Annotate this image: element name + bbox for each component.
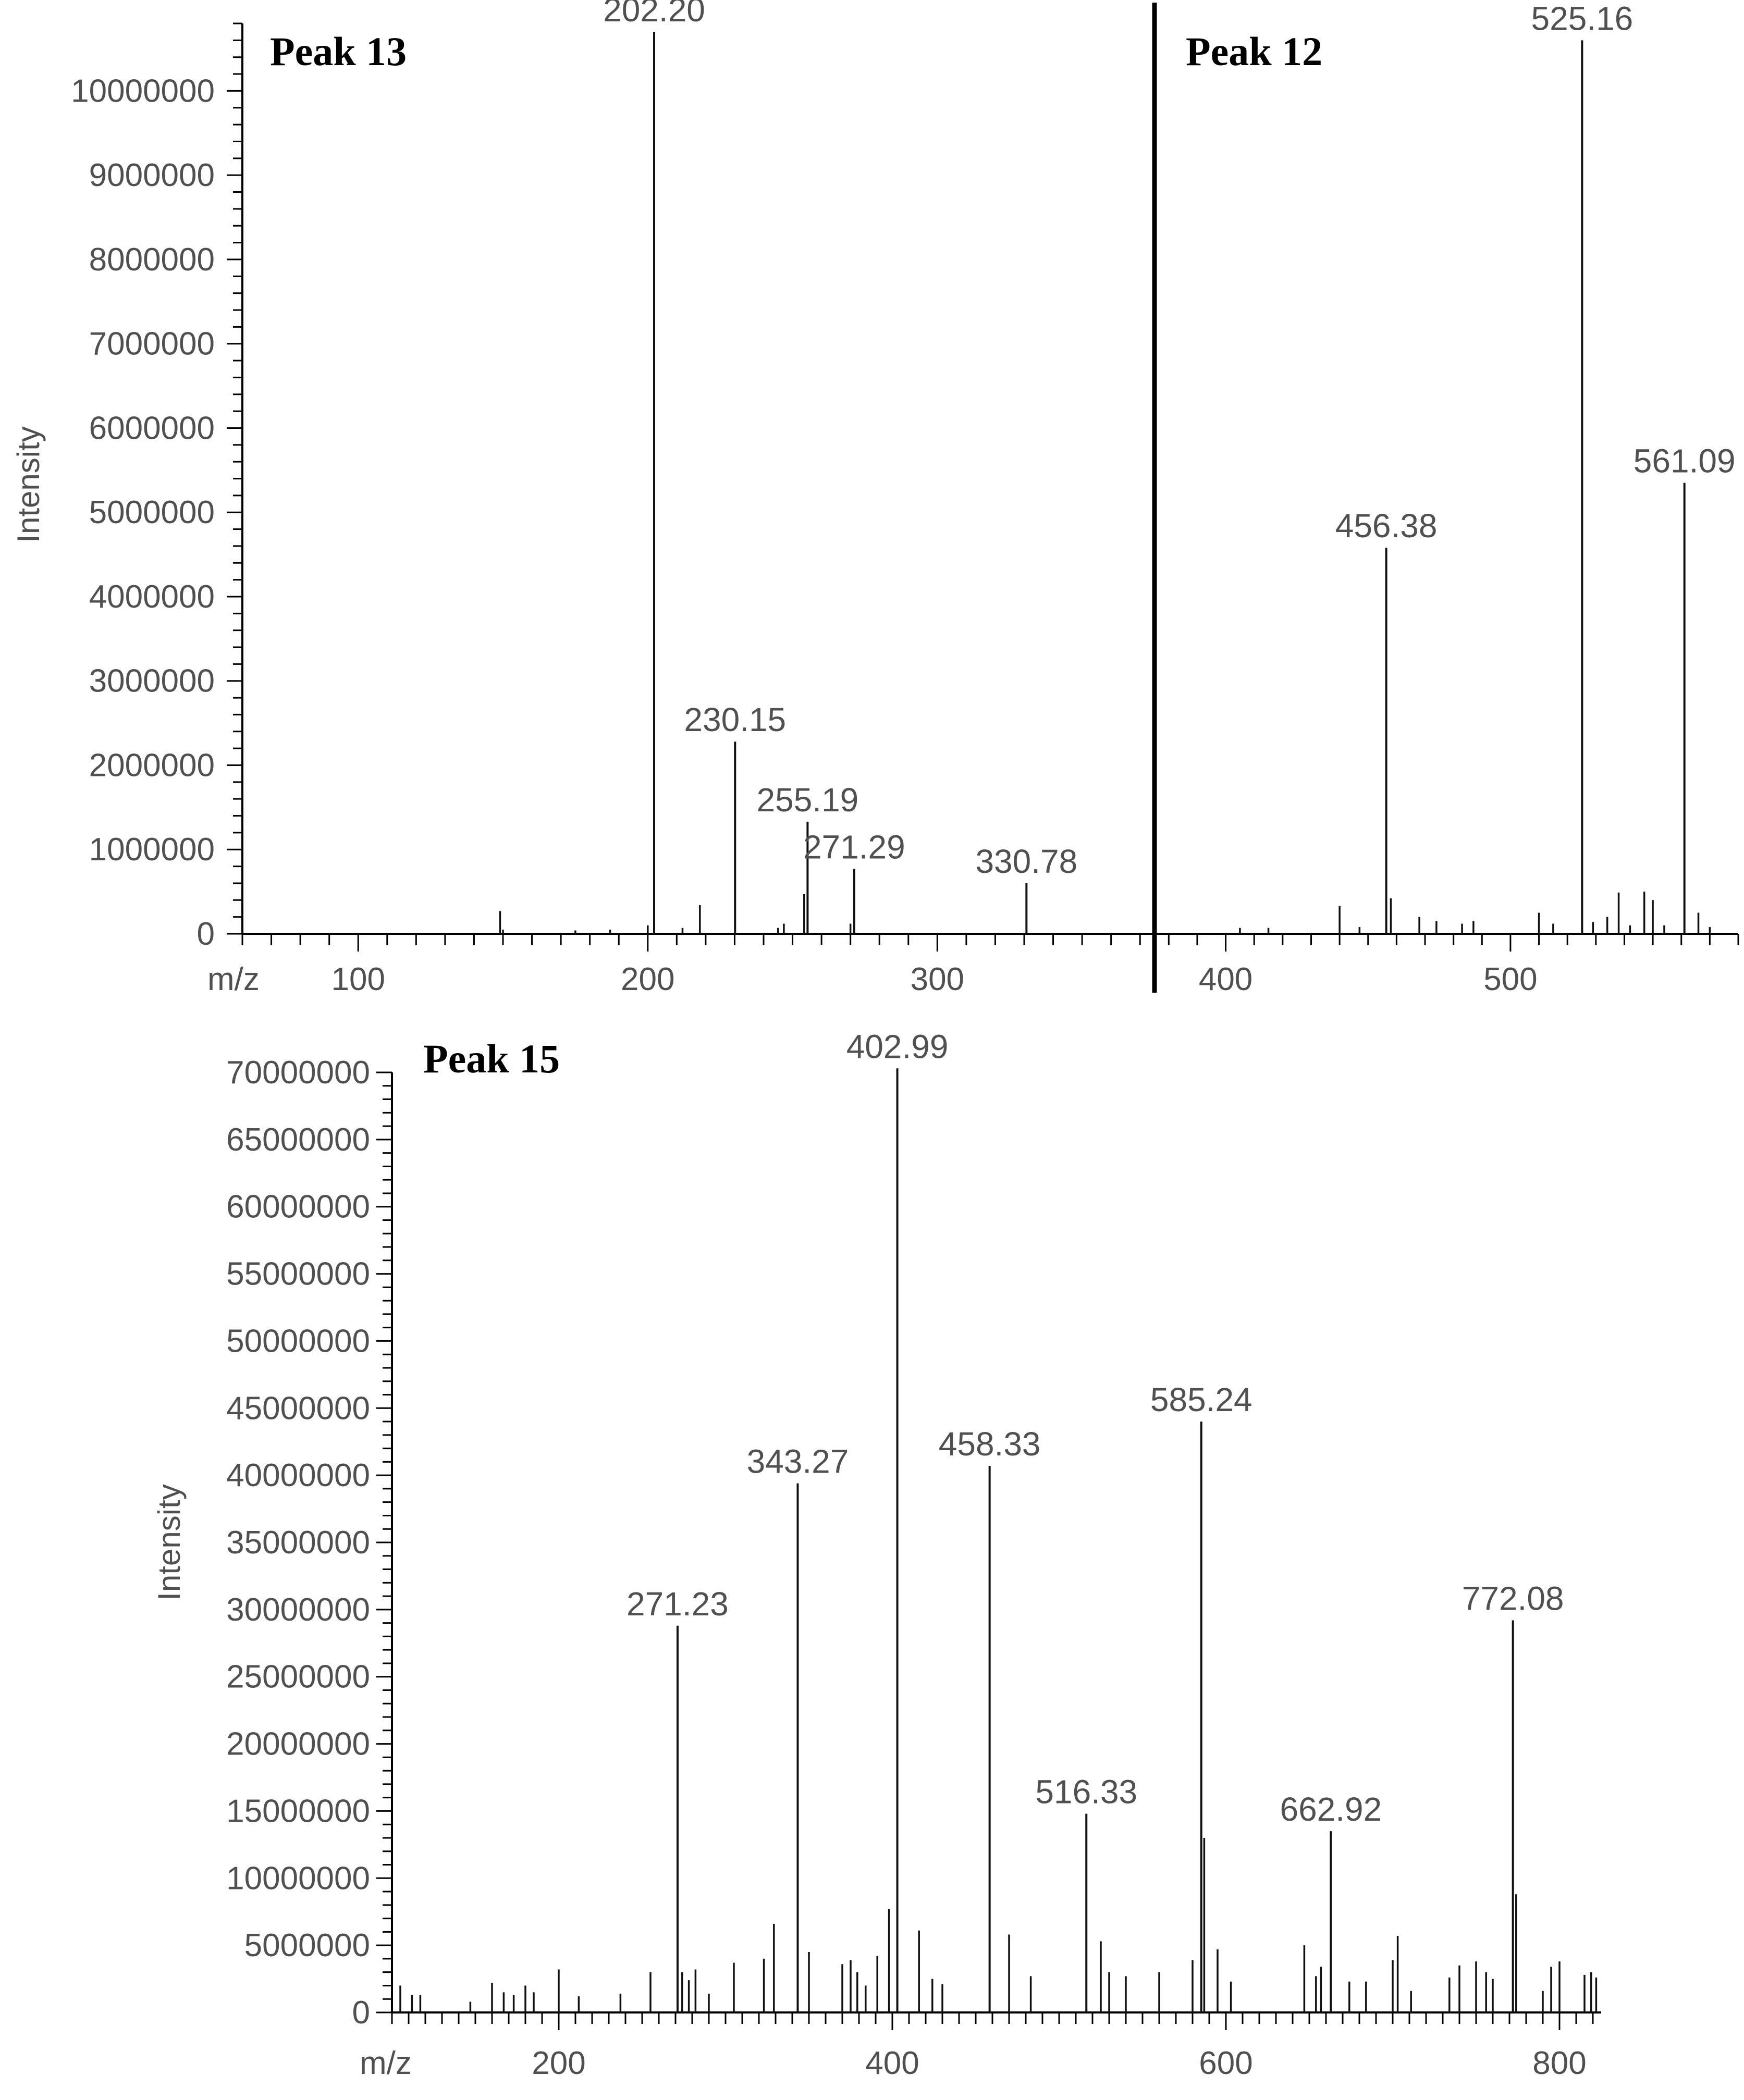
x-axis-label: m/z [360,2045,412,2081]
y-tick-label: 60000000 [226,1189,370,1225]
y-tick-label: 15000000 [226,1793,370,1829]
peak-label-255.19: 255.19 [757,781,859,819]
y-tick-label: 10000000 [226,1860,370,1896]
peak-label-662.92: 662.92 [1280,1790,1382,1828]
x-tick-label: 800 [1532,2045,1586,2081]
x-tick-label: 400 [865,2045,919,2081]
x-tick-label: 400 [1199,961,1252,997]
x-tick-label: 100 [331,961,385,997]
peak-label-202.20: 202.20 [603,0,705,29]
y-tick-label: 10000000 [71,73,215,109]
y-tick-label: 1000000 [89,832,215,868]
y-tick-label: 30000000 [226,1592,370,1628]
x-tick-label: 200 [621,961,674,997]
peak-13-spectrum-panel: 100 200 300 0 1000000 2000000 3000000 4000000 50… [11,0,1155,997]
y-tick-label: 4000000 [89,579,215,615]
peak-label-772.08: 772.08 [1462,1579,1564,1617]
y-tick-label: 35000000 [226,1525,370,1561]
peak-12-spectrum-panel: 400 500 456.38 525.16 561.09 Peak 12 [1155,0,1739,997]
peak-label-525.16: 525.16 [1531,0,1634,37]
x-axis-label: m/z [207,961,260,997]
y-tick-label: 6000000 [89,410,215,446]
y-tick-label: 5000000 [89,495,215,530]
y-tick-label: 25000000 [226,1659,370,1695]
y-tick-label: 8000000 [89,242,215,278]
y-tick-label: 5000000 [244,1928,370,1963]
x-tick-label: 500 [1483,961,1537,997]
y-tick-label: 50000000 [226,1323,370,1359]
panel-title: Peak 15 [423,1036,560,1081]
y-tick-label: 70000000 [226,1055,370,1091]
y-tick-label: 3000000 [89,663,215,699]
y-tick-label: 45000000 [226,1390,370,1426]
y-tick-label: 0 [197,916,215,952]
y-tick-label: 40000000 [226,1457,370,1493]
y-tick-label: 20000000 [226,1726,370,1762]
peak-label-402.99: 402.99 [846,1028,949,1065]
peak-label-343.27: 343.27 [747,1443,849,1480]
panel-title: Peak 13 [270,29,407,74]
y-tick-label: 65000000 [226,1122,370,1158]
peak-label-271.23: 271.23 [627,1585,729,1623]
x-tick-label: 300 [911,961,964,997]
y-tick-label: 9000000 [89,157,215,193]
y-tick-label: 2000000 [89,747,215,783]
peak-label-330.78: 330.78 [975,843,1077,880]
peak-label-516.33: 516.33 [1035,1773,1137,1811]
y-axis-label: Intensity [11,426,46,542]
x-tick-label: 600 [1199,2045,1252,2081]
peak-label-561.09: 561.09 [1634,442,1736,480]
peak-label-585.24: 585.24 [1150,1381,1252,1418]
peak-label-230.15: 230.15 [684,701,786,738]
peak-15-spectrum-panel: 200 400 600 800 0 5000000 10000000 15000000 2000… [152,1028,1601,2081]
y-tick-label: 0 [352,1995,370,2031]
x-tick-label: 200 [532,2045,585,2081]
y-axis-label: Intensity [152,1484,187,1600]
panel-title: Peak 12 [1186,29,1322,74]
peak-label-458.33: 458.33 [939,1425,1041,1463]
y-tick-label: 55000000 [226,1256,370,1292]
y-tick-label: 7000000 [89,326,215,362]
peak-label-271.29: 271.29 [803,828,905,866]
peak-label-456.38: 456.38 [1335,507,1438,545]
